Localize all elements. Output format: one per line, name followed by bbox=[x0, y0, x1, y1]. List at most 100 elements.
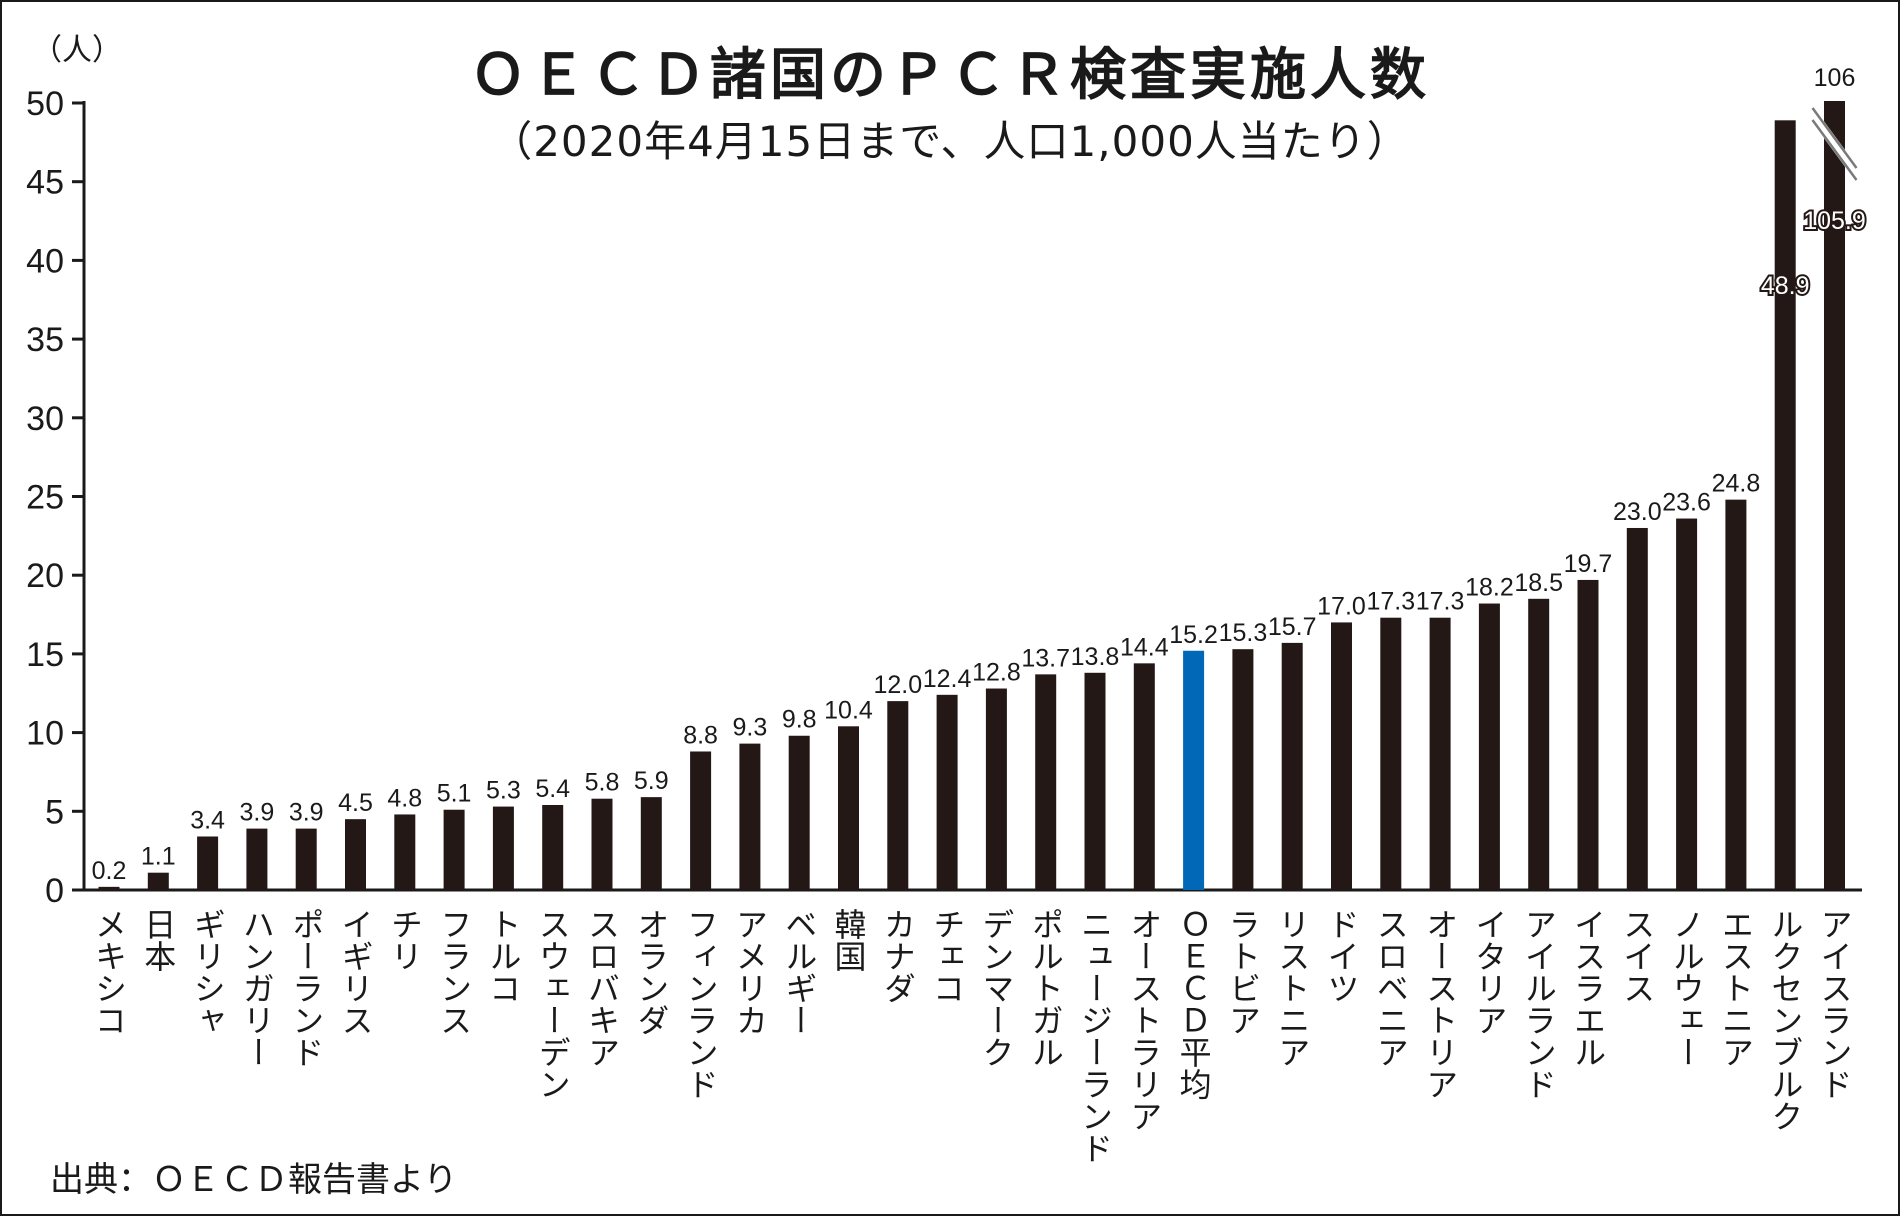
y-tick-label: 35 bbox=[26, 321, 64, 359]
bar bbox=[838, 726, 859, 890]
category-label: ＯＥＣＤ平均 bbox=[1175, 908, 1213, 1100]
bar-value-label: 17.3 bbox=[1416, 588, 1465, 616]
bar-value-label: 0.2 bbox=[92, 857, 127, 885]
bar-value-label: 5.4 bbox=[535, 775, 570, 803]
bar-value-label: 3.9 bbox=[240, 799, 275, 827]
bar-value-label: 10.4 bbox=[824, 696, 873, 724]
category-label: アメリカ bbox=[731, 908, 769, 1036]
y-tick-label: 5 bbox=[45, 793, 64, 831]
bar-value-label: 15.3 bbox=[1219, 619, 1268, 647]
category-label: イスラエル bbox=[1569, 908, 1607, 1068]
bar-value-label: 12.0 bbox=[873, 671, 922, 699]
bar-value-label: 1.1 bbox=[141, 843, 176, 871]
bar-value-label: 18.5 bbox=[1514, 569, 1563, 597]
y-axis-unit-label: （人） bbox=[32, 33, 122, 68]
bar-value-label: 5.1 bbox=[437, 780, 472, 808]
bar-value-label: 12.8 bbox=[972, 659, 1021, 687]
bar bbox=[443, 809, 465, 890]
bar bbox=[690, 751, 712, 890]
bar bbox=[1133, 663, 1155, 890]
bar bbox=[147, 872, 169, 890]
bar-value-label: 12.4 bbox=[923, 665, 972, 693]
category-label: カナダ bbox=[879, 908, 917, 1004]
y-tick-label: 0 bbox=[45, 872, 64, 910]
bar bbox=[1084, 672, 1106, 890]
bar bbox=[1478, 603, 1500, 890]
bar-value-label: 5.8 bbox=[585, 769, 620, 797]
category-label: オランダ bbox=[632, 908, 670, 1036]
bar bbox=[1331, 622, 1352, 890]
category-label: デンマーク bbox=[977, 908, 1015, 1068]
bar-value-label: 15.2 bbox=[1169, 621, 1218, 649]
bar-value-label: 17.3 bbox=[1366, 588, 1415, 616]
bar bbox=[1824, 101, 1845, 890]
category-label: アイルランド bbox=[1520, 908, 1558, 1100]
axis-break-mark bbox=[1811, 119, 1858, 181]
bar-value-label: 13.8 bbox=[1071, 643, 1120, 671]
bar bbox=[345, 819, 366, 890]
bar bbox=[1676, 518, 1698, 890]
y-tick-label: 40 bbox=[26, 242, 64, 280]
category-label: アイスランド bbox=[1816, 908, 1854, 1100]
bar bbox=[1725, 499, 1747, 890]
y-tick-label: 50 bbox=[26, 85, 64, 123]
axis-break-gap bbox=[1808, 111, 1861, 177]
bar bbox=[98, 886, 120, 890]
bar bbox=[492, 806, 514, 890]
category-label: ハンガリー bbox=[238, 908, 276, 1068]
axis-break-mark bbox=[1811, 107, 1858, 169]
category-label: ノルウェー bbox=[1668, 908, 1706, 1068]
category-label: 韓国 bbox=[830, 908, 868, 972]
bar-value-label: 19.7 bbox=[1564, 550, 1613, 578]
chart-subtitle: （2020年4月15日まで、人口1,000人当たり） bbox=[490, 117, 1410, 166]
bar bbox=[1281, 642, 1303, 890]
category-label: フィンランド bbox=[682, 908, 720, 1100]
y-tick-label: 30 bbox=[26, 400, 64, 438]
bar bbox=[197, 836, 219, 890]
bar bbox=[985, 688, 1007, 890]
bar-value-label: 13.7 bbox=[1021, 644, 1070, 672]
category-label: メキシコ bbox=[90, 908, 128, 1036]
category-label: エストニア bbox=[1717, 908, 1755, 1068]
category-label: ルクセンブルク bbox=[1766, 908, 1804, 1132]
y-tick-label: 25 bbox=[26, 479, 64, 517]
category-label: スロベニア bbox=[1372, 908, 1410, 1068]
category-label: ラトビア bbox=[1224, 908, 1262, 1036]
bar-value-label: 3.9 bbox=[289, 799, 324, 827]
category-label: チリ bbox=[386, 908, 424, 972]
y-tick-label: 20 bbox=[26, 557, 64, 595]
category-label: ベルギー bbox=[780, 908, 818, 1036]
category-label: イギリス bbox=[337, 908, 375, 1036]
category-label: オーストラリア bbox=[1125, 908, 1163, 1132]
category-label: ニュージーランド bbox=[1076, 908, 1114, 1164]
category-label: ポルトガル bbox=[1027, 908, 1065, 1068]
bar-value-label: 3.4 bbox=[190, 806, 225, 834]
bar bbox=[1232, 649, 1254, 890]
category-label: スウェーデン bbox=[534, 908, 572, 1100]
bar-value-label: 48.9 bbox=[1761, 272, 1810, 300]
bar-value-label: 14.4 bbox=[1120, 633, 1169, 661]
category-label: チェコ bbox=[928, 908, 966, 1004]
source-note: 出典：ＯＥＣＤ報告書より bbox=[50, 1160, 458, 1200]
bar bbox=[887, 701, 909, 890]
bar bbox=[1380, 617, 1402, 890]
bar bbox=[739, 743, 761, 890]
bar bbox=[640, 797, 662, 890]
bar-value-label: 105.9 bbox=[1803, 207, 1866, 235]
category-label: ポーランド bbox=[287, 908, 325, 1068]
y-tick-label: 15 bbox=[26, 636, 64, 674]
bar bbox=[1035, 674, 1057, 890]
bar bbox=[936, 694, 958, 890]
category-label: ドイツ bbox=[1323, 908, 1361, 1004]
bar bbox=[1528, 598, 1550, 890]
bar bbox=[788, 735, 810, 890]
category-label: トルコ bbox=[484, 908, 522, 1004]
bar bbox=[295, 828, 317, 890]
category-label: フランス bbox=[435, 908, 473, 1036]
bar-value-label: 4.5 bbox=[338, 789, 373, 817]
bar bbox=[394, 814, 416, 890]
y-tick-label: 45 bbox=[26, 164, 64, 202]
bar bbox=[1774, 120, 1796, 890]
category-label: イタリア bbox=[1470, 908, 1508, 1036]
